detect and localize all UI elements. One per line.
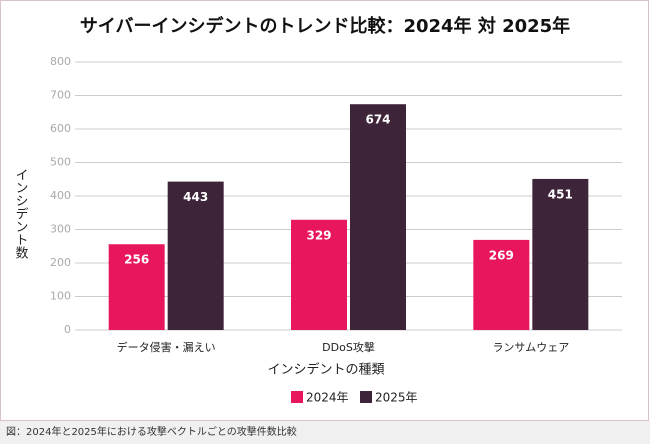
y-tick-label: 600 [50, 122, 71, 135]
legend-label: 2025年 [375, 391, 418, 405]
bar [167, 181, 224, 330]
legend-swatch [360, 391, 372, 403]
value-label: 269 [489, 248, 514, 262]
y-tick-label: 0 [64, 323, 71, 336]
caption-bar [0, 421, 650, 444]
y-axis-label: インシデント数 [13, 168, 29, 259]
x-tick-label: データ侵害・漏えい [117, 340, 216, 354]
value-label: 256 [124, 253, 149, 267]
value-label: 451 [548, 187, 573, 201]
y-tick-label: 700 [50, 89, 71, 102]
bar [108, 244, 165, 330]
x-tick-label: ランサムウェア [492, 341, 569, 354]
y-tick-label: 100 [50, 290, 71, 303]
legend-label: 2024年 [306, 391, 349, 405]
y-tick-label: 500 [50, 156, 71, 169]
bar [473, 239, 530, 330]
value-label: 329 [306, 228, 331, 242]
bar [532, 178, 589, 330]
caption: 図：2024年と2025年における攻撃ベクトルごとの攻撃件数比較 [6, 425, 297, 438]
value-label: 674 [365, 113, 390, 127]
x-axis-label: インシデントの種類 [267, 362, 384, 378]
chart-title: サイバーインシデントのトレンド比較：2024年 対 2025年 [80, 15, 570, 37]
y-tick-label: 200 [50, 256, 71, 269]
y-tick-label: 300 [50, 223, 71, 236]
y-tick-label: 800 [50, 55, 71, 68]
legend-swatch [291, 391, 303, 403]
x-tick-label: DDoS攻撃 [322, 340, 375, 354]
bar [350, 104, 406, 331]
value-label: 443 [183, 190, 208, 204]
bar [291, 219, 347, 330]
y-tick-label: 400 [50, 189, 71, 202]
